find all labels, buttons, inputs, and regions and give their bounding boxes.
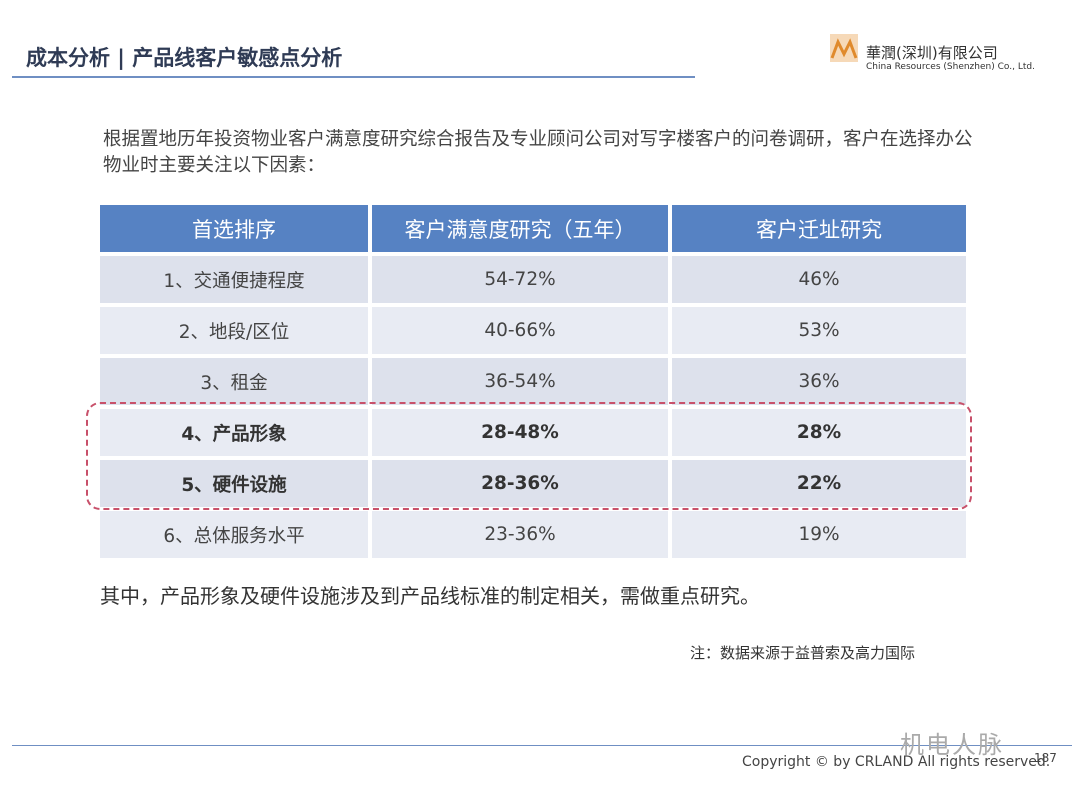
table-cell: 53% [672,307,966,354]
table-row: 1、交通便捷程度 54-72% 46% [100,256,966,303]
factor-table: 首选排序 客户满意度研究（五年） 客户迁址研究 1、交通便捷程度 54-72% 46% 2… [96,201,970,562]
table-cell: 28% [672,409,966,456]
highlight-box [86,402,972,510]
table-cell: 6、总体服务水平 [100,511,368,558]
table-row: 2、地段/区位 40-66% 53% [100,307,966,354]
table-row: 6、总体服务水平 23-36% 19% [100,511,966,558]
table-cell: 1、交通便捷程度 [100,256,368,303]
table-cell: 5、硬件设施 [100,460,368,507]
logo-name: 華潤(深圳)有限公司 [866,44,998,62]
table-row: 5、硬件设施 28-36% 22% [100,460,966,507]
column-header: 客户满意度研究（五年） [372,205,668,252]
copyright: Copyright © by CRLAND All rights reserve… [742,754,1051,770]
table-cell: 40-66% [372,307,668,354]
table-cell: 36-54% [372,358,668,405]
page-number: 187 [1034,751,1057,765]
table-cell: 2、地段/区位 [100,307,368,354]
table-row: 3、租金 36-54% 36% [100,358,966,405]
table-cell: 22% [672,460,966,507]
intro-text: 根据置地历年投资物业客户满意度研究综合报告及专业顾问公司对写字楼客户的问卷调研，… [103,129,973,176]
table-cell: 23-36% [372,511,668,558]
header-row: 首选排序 客户满意度研究（五年） 客户迁址研究 [100,205,966,252]
table-row: 4、产品形象 28-48% 28% [100,409,966,456]
watermark: 机电人脉 [900,731,1004,759]
table-cell: 54-72% [372,256,668,303]
conclusion-text: 其中，产品形象及硬件设施涉及到产品线标准的制定相关，需做重点研究。 [100,584,760,608]
slide-title: 成本分析 | 产品线客户敏感点分析 [26,46,343,70]
table-cell: 3、租金 [100,358,368,405]
footer-line [12,745,1072,746]
table-cell: 19% [672,511,966,558]
table-cell: 4、产品形象 [100,409,368,456]
column-header: 首选排序 [100,205,368,252]
column-header: 客户迁址研究 [672,205,966,252]
table-cell: 28-48% [372,409,668,456]
table-cell: 28-36% [372,460,668,507]
logo-icon [830,34,858,62]
logo-english: China Resources (Shenzhen) Co., Ltd. [866,62,1035,72]
source-note: 注：数据来源于益普索及高力国际 [690,644,916,662]
title-underline [12,76,695,78]
table-cell: 46% [672,256,966,303]
table-cell: 36% [672,358,966,405]
